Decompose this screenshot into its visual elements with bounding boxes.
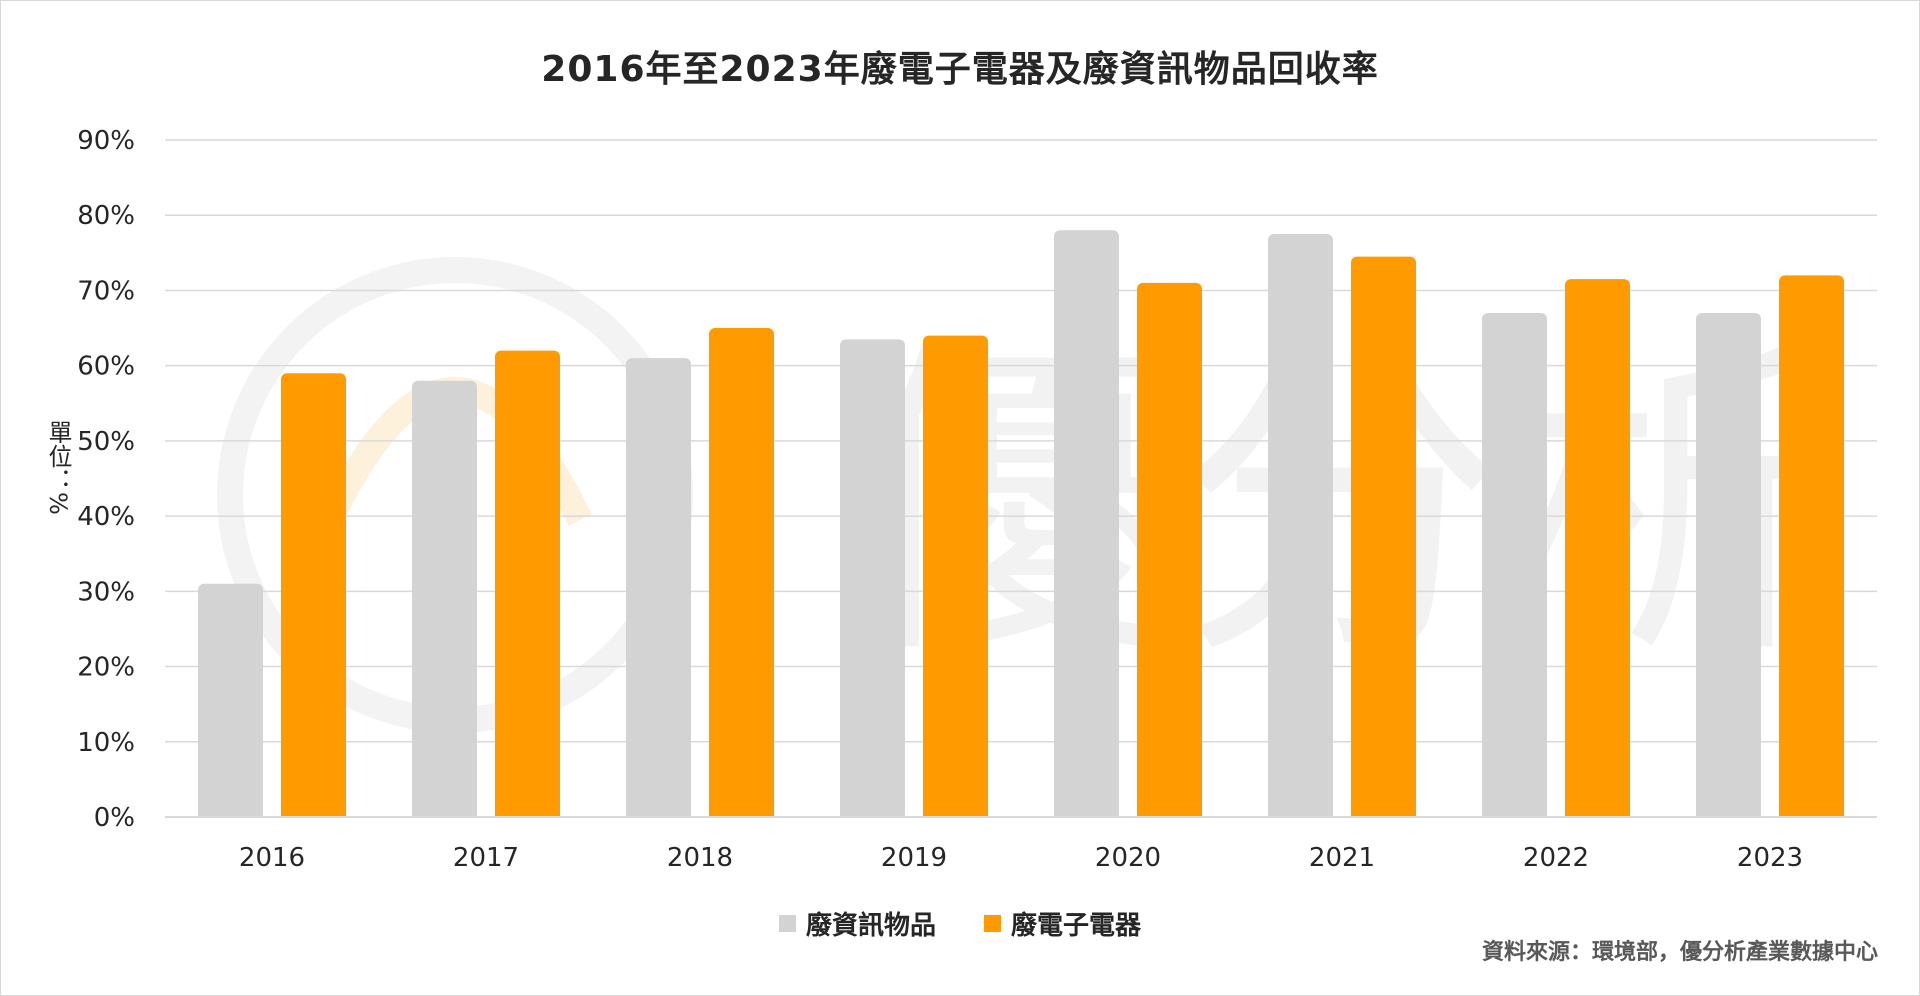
legend-item-orange: 廢電子電器 — [984, 905, 1141, 942]
bar-base — [1696, 809, 1761, 817]
y-tick-label: 80% — [77, 201, 135, 231]
bar-base — [412, 809, 477, 817]
legend-swatch-gray — [778, 915, 796, 932]
x-tick-label: 2017 — [453, 843, 519, 873]
bar-gray-2021 — [1268, 234, 1333, 817]
bar-base — [1054, 809, 1119, 817]
y-tick-label: 40% — [77, 502, 135, 532]
y-axis-label: 單位：% — [44, 420, 72, 515]
bar-base — [1482, 809, 1547, 817]
x-tick-label: 2016 — [239, 843, 305, 873]
y-tick-label: 0% — [94, 803, 135, 833]
y-tick-label: 90% — [77, 126, 135, 156]
bar-base — [1779, 809, 1844, 817]
bar-base — [198, 809, 263, 817]
bar-base — [1565, 809, 1630, 817]
legend-label-gray: 廢資訊物品 — [805, 911, 936, 941]
bar-orange-2022 — [1565, 279, 1630, 817]
x-tick-label: 2022 — [1523, 843, 1589, 873]
y-tick-label: 30% — [77, 577, 135, 607]
source-note: 資料來源：環境部，優分析產業數據中心 — [1481, 940, 1878, 965]
legend-swatch-orange — [984, 915, 1001, 932]
x-tick-label: 2018 — [667, 843, 733, 873]
bar-base — [840, 809, 905, 817]
bar-orange-2017 — [495, 350, 560, 817]
legend-label-orange: 廢電子電器 — [1011, 911, 1142, 941]
legend: 廢資訊物品 廢電子電器 — [0, 905, 1920, 942]
bar-gray-2022 — [1482, 313, 1547, 817]
y-tick-label: 60% — [77, 352, 135, 382]
bar-orange-2019 — [923, 335, 988, 817]
bar-orange-2021 — [1351, 256, 1416, 817]
y-tick-label: 50% — [77, 427, 135, 457]
x-tick-label: 2021 — [1309, 843, 1375, 873]
x-tick-label: 2023 — [1737, 843, 1803, 873]
bar-base — [626, 809, 691, 817]
bar-orange-2020 — [1137, 282, 1202, 817]
y-tick-label: 20% — [77, 653, 135, 683]
x-tick-label: 2019 — [881, 843, 947, 873]
bar-base — [495, 809, 560, 817]
bar-base — [1268, 809, 1333, 817]
chart-title: 2016年至2023年廢電子電器及廢資訊物品回收率 — [541, 49, 1379, 90]
bar-orange-2023 — [1779, 275, 1844, 817]
bar-gray-2016 — [198, 583, 263, 817]
bar-gray-2018 — [626, 358, 691, 817]
x-tick-label: 2020 — [1095, 843, 1161, 873]
y-tick-label: 10% — [77, 728, 135, 758]
bar-base — [1137, 809, 1202, 817]
legend-item-gray: 廢資訊物品 — [778, 905, 936, 942]
y-tick-label: 70% — [77, 276, 135, 306]
bar-gray-2023 — [1696, 313, 1761, 817]
bar-base — [709, 809, 774, 817]
bar-gray-2020 — [1054, 230, 1119, 817]
bar-orange-2016 — [281, 373, 346, 817]
bar-base — [1351, 809, 1416, 817]
bar-base — [281, 809, 346, 817]
bar-orange-2018 — [709, 328, 774, 817]
bar-gray-2017 — [412, 380, 477, 817]
bar-base — [923, 809, 988, 817]
bar-gray-2019 — [840, 339, 905, 817]
